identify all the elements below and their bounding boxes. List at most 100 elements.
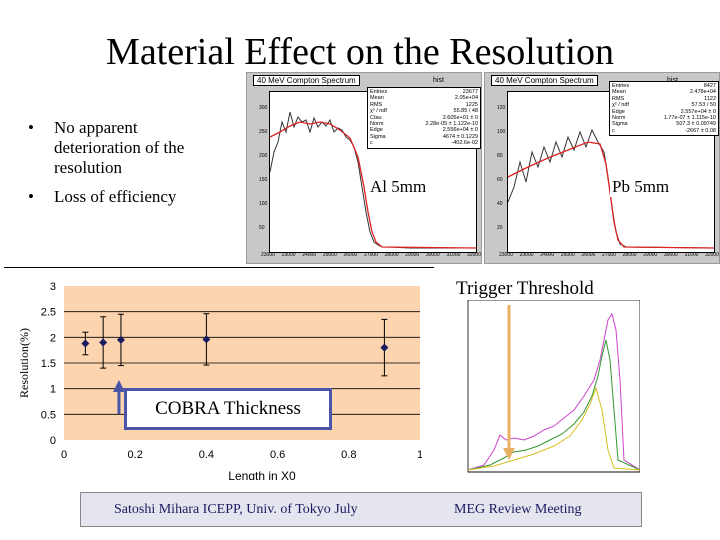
y-tick-label: 0.5 <box>41 409 56 421</box>
y-tick-label: 2.5 <box>41 307 56 319</box>
hist-label: hist <box>667 77 678 84</box>
stats-value: 2.28e-05 ± 1.122e-10 <box>425 121 478 128</box>
histogram-yellow <box>467 386 641 471</box>
stats-key: c <box>370 140 373 147</box>
y-tick: 150 <box>259 177 268 183</box>
histogram-magenta <box>467 312 641 471</box>
x-tick-row: 23000 23000 24000 25000 26000 27000 28000 29000… <box>499 252 719 258</box>
stats-key: RMS <box>370 101 383 108</box>
threshold-arrowhead <box>503 448 515 460</box>
stats-row: Edge 2.557e+04 ± 0 <box>612 109 716 115</box>
x-tick: 23000 <box>519 252 534 258</box>
x-tick-label: 0.8 <box>341 449 356 461</box>
y-tick: 80 <box>497 153 503 159</box>
stats-value: 2.556e+04 ± 0 <box>442 127 478 134</box>
stats-key: Edge <box>612 108 625 115</box>
resolution-chart-svg: 0 0.5 1 1.5 2 2.5 3 0 0.2 0.4 0.6 0.8 1 Length in X0 R… <box>17 281 423 483</box>
x-tick-label: 0.4 <box>199 449 214 461</box>
trigger-threshold-plot <box>454 299 641 485</box>
data-point <box>380 343 389 352</box>
x-tick-label: 0.6 <box>270 449 285 461</box>
stats-row: c -2667 ± 0.08 <box>612 128 716 134</box>
y-tick: 20 <box>497 225 503 231</box>
y-axis-label: Resolution(%) <box>18 328 31 398</box>
stats-row: Ctau 2.605e+01 ± 0 <box>370 115 478 121</box>
cobra-thickness-label: COBRA Thickness <box>124 388 332 430</box>
x-tick: 27000 <box>602 252 616 258</box>
page-title: Material Effect on the Resolution <box>106 31 614 73</box>
y-tick: 60 <box>497 177 503 183</box>
y-tick: 200 <box>259 153 268 159</box>
x-tick: 28000 <box>384 252 399 258</box>
x-tick: 23000 <box>261 252 275 258</box>
trigger-threshold-svg <box>467 299 641 473</box>
stats-value: 1225 <box>465 101 478 108</box>
footer-meeting: MEG Review Meeting <box>454 502 582 517</box>
stats-value: 57.53 / 50 <box>691 102 716 109</box>
stats-value: 23677 <box>462 89 478 95</box>
stats-key: Entries <box>612 83 630 89</box>
stats-value: 8427 <box>703 83 716 89</box>
y-tick: 120 <box>497 105 506 111</box>
histogram-panel-pb: 40 MeV Compton Spectrum hist 120 100 80 … <box>484 72 720 264</box>
footer-bar <box>80 492 642 527</box>
stats-value: 2.605e+01 ± 0 <box>442 114 478 121</box>
x-tick: 30000 <box>663 252 678 258</box>
x-tick: 25000 <box>560 252 575 258</box>
stats-row: Sigma 4674 ± 0.1229 <box>370 134 478 140</box>
stats-row: Entries 23677 <box>370 89 478 95</box>
x-tick: 29000 <box>405 252 420 258</box>
data-histogram <box>269 111 476 249</box>
x-tick-label: 1 <box>417 449 422 461</box>
stats-key: χ² / ndf <box>370 108 387 115</box>
bullet-item: No apparent deterioration of the resolut… <box>28 118 228 178</box>
y-tick: 50 <box>259 225 265 231</box>
data-point <box>116 335 125 344</box>
stats-key: Mean <box>612 89 626 96</box>
trigger-threshold-label: Trigger Threshold <box>456 278 594 299</box>
histogram-panel-al: 40 MeV Compton Spectrum hist 300 250 200… <box>246 72 482 264</box>
stats-row: Sigma 507.3 ± 0.09749 <box>612 121 716 127</box>
stats-row: Norm 2.28e-05 ± 1.122e-10 <box>370 121 478 127</box>
stats-row: Mean 2.05e+04 <box>370 95 478 101</box>
stats-key: RMS <box>612 95 625 102</box>
stats-row: χ² / ndf 57.53 / 50 <box>612 102 716 108</box>
stats-value: 4674 ± 0.1229 <box>442 133 478 140</box>
material-label-pb: Pb 5mm <box>610 177 672 197</box>
y-tick: 300 <box>259 105 268 111</box>
data-point <box>81 339 90 348</box>
histogram-pb-svg <box>507 128 715 249</box>
x-tick: 24000 <box>540 252 555 258</box>
stats-key: Sigma <box>612 121 628 128</box>
stats-row: RMS 1122 <box>612 96 716 102</box>
panel-title: 40 MeV Compton Spectrum <box>253 75 360 86</box>
stats-key: Norm <box>612 115 626 122</box>
stats-key: Ctau <box>370 114 382 121</box>
hist-label: hist <box>433 77 444 84</box>
stats-value: 2.557e+04 ± 0 <box>680 108 716 115</box>
stats-row: Entries 8427 <box>612 83 716 89</box>
x-tick: 24000 <box>302 252 317 258</box>
resolution-chart: 0 0.5 1 1.5 2 2.5 3 0 0.2 0.4 0.6 0.8 1 Length in X0 R… <box>17 278 423 483</box>
stats-row: χ² / ndf 55.85 / 48 <box>370 108 478 114</box>
y-tick: 100 <box>259 201 268 207</box>
x-tick: 31000 <box>684 252 699 258</box>
x-tick: 32000 <box>467 252 481 258</box>
footer-author: Satoshi Mihara ICEPP, Univ. of Tokyo Jul… <box>114 502 358 517</box>
stats-box-al: Entries 23677 Mean 2.05e+04 RMS 1225 χ² / ndf 5… <box>367 87 481 149</box>
x-tick: 23000 <box>281 252 296 258</box>
y-tick-label: 1.5 <box>41 358 56 370</box>
y-tick-label: 3 <box>50 281 56 293</box>
x-tick: 27000 <box>364 252 378 258</box>
x-tick: 32000 <box>705 252 719 258</box>
stats-key: χ² / ndf <box>612 102 629 109</box>
bullet-item: Loss of efficiency <box>28 187 228 207</box>
material-label-al: Al 5mm <box>368 177 429 197</box>
stats-row: c -402.6e-02 <box>370 140 478 146</box>
x-tick-label: 0.2 <box>128 449 143 461</box>
fit-curve <box>507 141 715 249</box>
stats-value: 55.85 / 48 <box>453 108 478 115</box>
x-tick: 26000 <box>343 252 358 258</box>
y-tick-label: 1 <box>50 384 56 396</box>
data-point <box>99 338 108 347</box>
